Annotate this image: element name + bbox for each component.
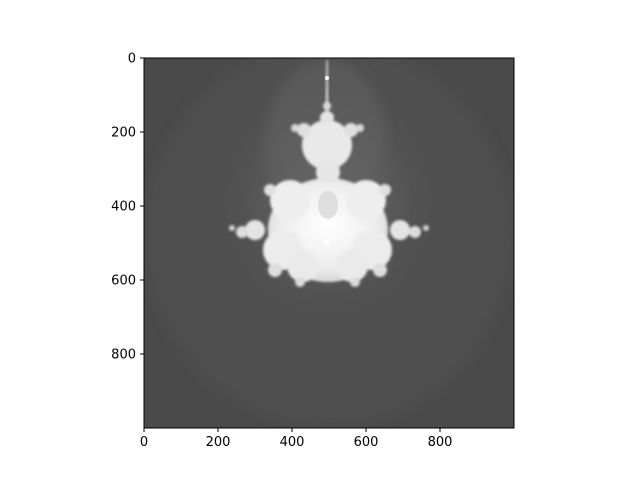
x-axis: 0 200 400 600 800 [140,428,453,450]
x-tick-label: 400 [280,435,305,450]
spike-dot [325,76,329,80]
x-tick-label: 800 [428,435,453,450]
x-tick-label: 600 [354,435,379,450]
y-tick-label: 600 [111,274,136,289]
y-tick-label: 800 [111,348,136,363]
top-spike [325,60,329,115]
inner-shadow [318,191,338,219]
x-tick-label: 200 [206,435,231,450]
y-tick-label: 0 [128,52,136,67]
y-tick-label: 200 [111,126,136,141]
inner-bright-dot [324,239,330,245]
main-body [229,160,429,287]
heatmap-image [144,58,514,428]
y-tick-label: 400 [111,200,136,215]
x-tick-label: 0 [140,435,148,450]
y-axis: 0 200 400 600 800 [111,52,144,363]
upper-bulb [291,102,364,170]
axes-frame [143,57,515,429]
